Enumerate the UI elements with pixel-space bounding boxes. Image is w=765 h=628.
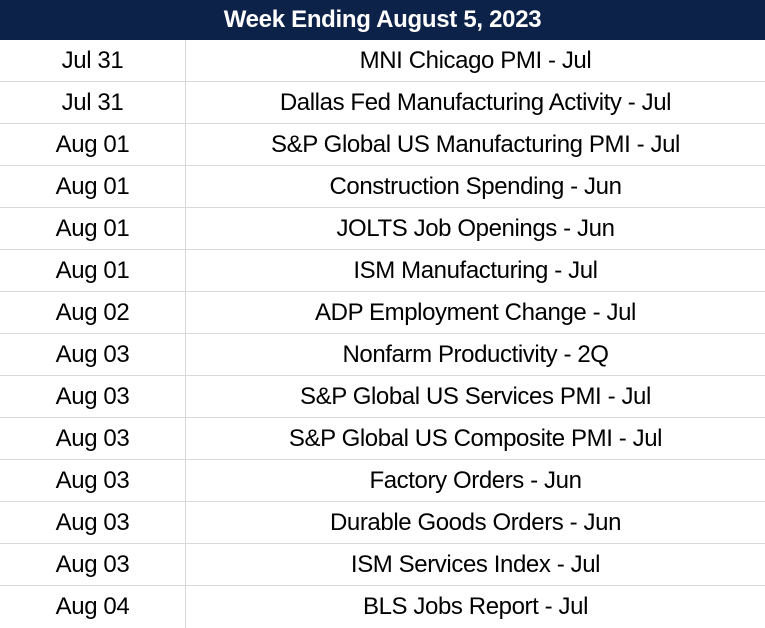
event-cell: Durable Goods Orders - Jun bbox=[329, 508, 622, 536]
table-row: Aug 03 Nonfarm Productivity - 2Q bbox=[0, 334, 765, 376]
table-row: Aug 01 S&P Global US Manufacturing PMI -… bbox=[0, 124, 765, 166]
date-cell: Aug 03 bbox=[0, 502, 186, 543]
event-cell: S&P Global US Manufacturing PMI - Jul bbox=[271, 130, 680, 158]
event-cell: S&P Global US Services PMI - Jul bbox=[300, 382, 651, 410]
event-cell: Dallas Fed Manufacturing Activity - Jul bbox=[279, 88, 672, 116]
table-row: Aug 03 S&P Global US Services PMI - Jul bbox=[0, 376, 765, 418]
table-row: Aug 01 Construction Spending - Jun bbox=[0, 166, 765, 208]
date-cell: Aug 01 bbox=[0, 124, 186, 165]
table-body: Jul 31 MNI Chicago PMI - Jul Jul 31 Dall… bbox=[0, 40, 765, 628]
date-cell: Jul 31 bbox=[0, 40, 186, 81]
table-title: Week Ending August 5, 2023 bbox=[0, 0, 765, 40]
event-cell: S&P Global US Composite PMI - Jul bbox=[288, 424, 663, 452]
event-cell: Factory Orders - Jun bbox=[369, 466, 582, 494]
date-cell: Aug 02 bbox=[0, 292, 186, 333]
date-cell: Aug 04 bbox=[0, 586, 186, 628]
table-row: Aug 03 S&P Global US Composite PMI - Jul bbox=[0, 418, 765, 460]
event-cell: Nonfarm Productivity - 2Q bbox=[342, 340, 609, 368]
event-cell: ADP Employment Change - Jul bbox=[315, 298, 636, 326]
date-cell: Jul 31 bbox=[0, 82, 186, 123]
table-row: Aug 03 Durable Goods Orders - Jun bbox=[0, 502, 765, 544]
table-row: Jul 31 Dallas Fed Manufacturing Activity… bbox=[0, 82, 765, 124]
date-cell: Aug 03 bbox=[0, 418, 186, 459]
event-cell: JOLTS Job Openings - Jun bbox=[336, 214, 615, 242]
date-cell: Aug 03 bbox=[0, 376, 186, 417]
date-cell: Aug 01 bbox=[0, 250, 186, 291]
table-row: Jul 31 MNI Chicago PMI - Jul bbox=[0, 40, 765, 82]
date-cell: Aug 03 bbox=[0, 544, 186, 585]
event-cell: Construction Spending - Jun bbox=[329, 172, 622, 200]
date-cell: Aug 03 bbox=[0, 334, 186, 375]
event-cell: MNI Chicago PMI - Jul bbox=[359, 46, 592, 74]
event-cell: ISM Manufacturing - Jul bbox=[353, 256, 598, 284]
table-row: Aug 01 JOLTS Job Openings - Jun bbox=[0, 208, 765, 250]
date-cell: Aug 01 bbox=[0, 208, 186, 249]
table-row: Aug 01 ISM Manufacturing - Jul bbox=[0, 250, 765, 292]
table-row: Aug 03 Factory Orders - Jun bbox=[0, 460, 765, 502]
event-cell: BLS Jobs Report - Jul bbox=[362, 593, 589, 620]
date-cell: Aug 03 bbox=[0, 460, 186, 501]
table-row: Aug 04 BLS Jobs Report - Jul bbox=[0, 586, 765, 628]
date-cell: Aug 01 bbox=[0, 166, 186, 207]
table-row: Aug 03 ISM Services Index - Jul bbox=[0, 544, 765, 586]
table-row: Aug 02 ADP Employment Change - Jul bbox=[0, 292, 765, 334]
event-cell: ISM Services Index - Jul bbox=[350, 550, 601, 578]
